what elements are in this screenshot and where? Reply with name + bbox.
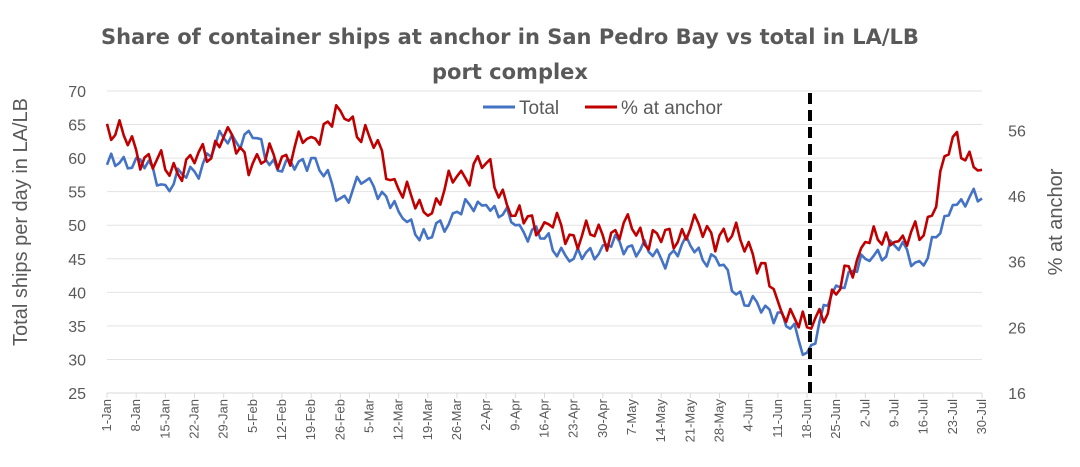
x-tick-label: 26-Feb	[332, 399, 347, 440]
x-tick-label: 9-Apr	[507, 398, 522, 430]
right-y-ticks: 16 26 36 46 56	[1008, 123, 1026, 403]
y-axis-label-left: Total ships per day in LA/LB	[10, 98, 32, 346]
series-layer	[105, 104, 983, 357]
x-tick-label: 4-Jun	[741, 399, 756, 432]
x-tick-label: 8-Jan	[128, 399, 143, 432]
x-tick-label: 28-May	[712, 399, 727, 443]
y-tick-left: 30	[68, 352, 86, 369]
y-tick-left: 25	[68, 386, 86, 403]
x-tick-label: 21-May	[682, 399, 697, 443]
x-tick-label: 23-Jul	[945, 399, 960, 435]
x-tick-label: 11-Jun	[770, 399, 785, 438]
chart-title-line-1: Share of container ships at anchor in Sa…	[101, 25, 919, 49]
x-tick-label: 25-Jun	[828, 399, 843, 439]
series-line-total	[105, 129, 983, 357]
legend-label-anchor: % at anchor	[621, 98, 723, 119]
x-tick-label: 19-Feb	[303, 399, 318, 440]
y-tick-left: 45	[68, 252, 86, 269]
y-tick-right: 46	[1008, 189, 1026, 206]
x-tick-label: 30-Jul	[974, 399, 989, 435]
x-tick-label: 5-Mar	[362, 398, 377, 433]
x-tick-label: 9-Jul	[887, 399, 902, 427]
x-tick-label: 26-Mar	[449, 398, 464, 440]
x-axis-ticks: 1-Jan 8-Jan 15-Jan 22-Jan 29-Jan 5-Feb 12-Feb 1…	[99, 393, 989, 442]
x-tick-label: 1-Jan	[99, 399, 114, 432]
left-y-ticks: 25 30 35 40 45 50 55 60 65 70	[68, 84, 86, 403]
x-tick-label: 5-Feb	[245, 399, 260, 433]
x-tick-label: 7-May	[624, 399, 639, 436]
y-tick-left: 35	[68, 319, 86, 336]
x-tick-label: 14-May	[653, 399, 668, 443]
x-tick-label: 18-Jun	[799, 399, 814, 439]
gridlines	[107, 90, 982, 360]
x-tick-label: 23-Apr	[566, 398, 581, 438]
y-tick-left: 70	[68, 84, 86, 101]
x-tick-label: 29-Jan	[216, 399, 231, 439]
x-tick-label: 22-Jan	[187, 399, 202, 439]
legend-label-total: Total	[519, 98, 559, 119]
x-tick-label: 12-Feb	[274, 399, 289, 440]
series-line-anchor	[105, 104, 983, 330]
legend: Total % at anchor	[483, 98, 723, 119]
y-tick-left: 55	[68, 185, 86, 202]
y-tick-right: 26	[1008, 320, 1026, 337]
y-tick-right: 36	[1008, 255, 1026, 272]
y-tick-right: 16	[1008, 386, 1026, 403]
x-tick-label: 30-Apr	[595, 398, 610, 438]
x-tick-label: 19-Mar	[420, 398, 435, 440]
x-tick-label: 12-Mar	[391, 398, 406, 440]
y-tick-left: 50	[68, 218, 86, 235]
y-tick-left: 60	[68, 151, 86, 168]
x-tick-label: 16-Jul	[916, 399, 931, 435]
x-tick-label: 15-Jan	[157, 399, 172, 439]
y-tick-left: 40	[68, 285, 86, 302]
chart-title-line-2: port complex	[432, 60, 588, 84]
x-tick-label: 2-Jul	[857, 399, 872, 427]
x-tick-label: 16-Apr	[537, 398, 552, 438]
y-tick-right: 56	[1008, 123, 1026, 140]
y-tick-left: 65	[68, 118, 86, 135]
x-tick-label: 2-Apr	[478, 398, 493, 430]
y-axis-label-right: % at anchor	[1045, 168, 1067, 275]
